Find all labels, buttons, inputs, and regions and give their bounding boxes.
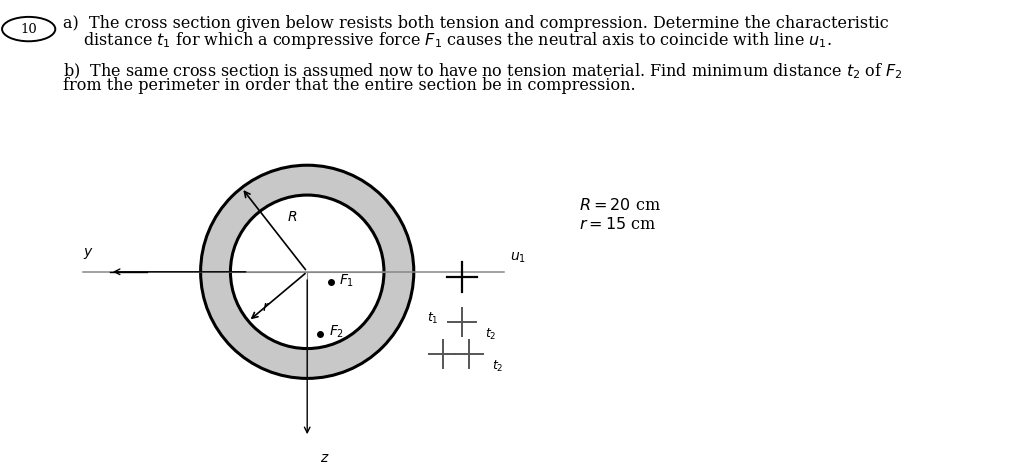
Text: from the perimeter in order that the entire section be in compression.: from the perimeter in order that the ent… (63, 77, 636, 94)
Text: b)  The same cross section is assumed now to have no tension material. Find mini: b) The same cross section is assumed now… (63, 62, 903, 81)
Text: $F_1$: $F_1$ (339, 272, 354, 288)
Circle shape (201, 165, 414, 378)
Text: $t_2$: $t_2$ (485, 327, 497, 342)
Text: a)  The cross section given below resists both tension and compression. Determin: a) The cross section given below resists… (63, 15, 889, 32)
Text: $r$: $r$ (262, 300, 270, 314)
Circle shape (230, 195, 384, 348)
Text: $F_2$: $F_2$ (329, 323, 344, 340)
Text: $t_1$: $t_1$ (427, 311, 438, 326)
Text: $u_1$: $u_1$ (510, 251, 525, 265)
Text: $t_2$: $t_2$ (492, 359, 503, 374)
Text: 10: 10 (20, 23, 37, 36)
Text: $y$: $y$ (83, 246, 94, 261)
Text: $R = 20$ cm: $R = 20$ cm (579, 197, 660, 214)
Text: $z$: $z$ (319, 451, 330, 465)
Text: $R$: $R$ (287, 211, 298, 225)
Text: $r = 15$ cm: $r = 15$ cm (579, 216, 656, 233)
Text: distance $t_1$ for which a compressive force $F_1$ causes the neutral axis to co: distance $t_1$ for which a compressive f… (63, 30, 833, 52)
